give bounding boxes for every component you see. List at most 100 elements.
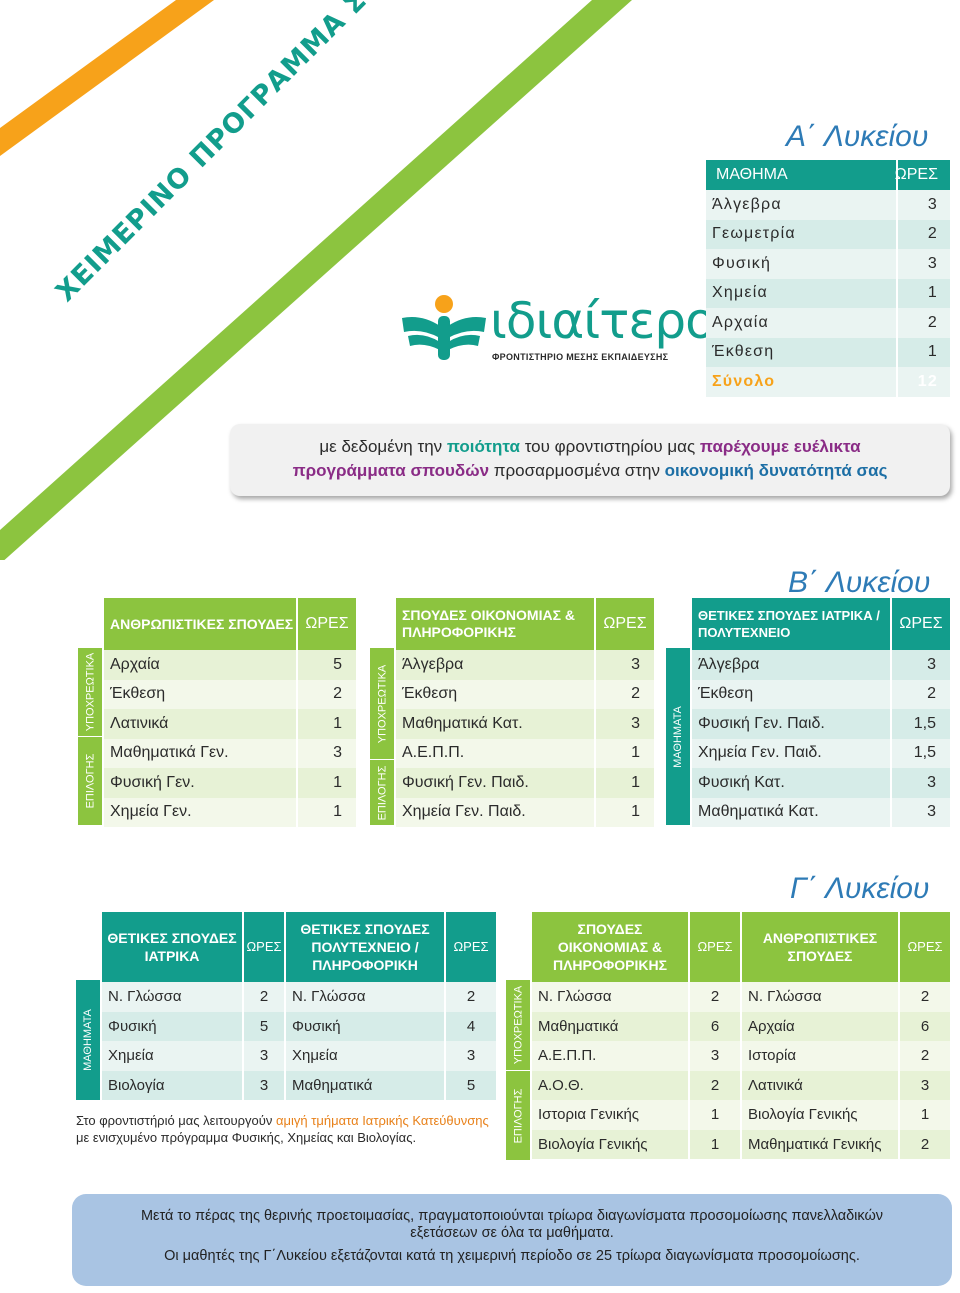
hours-cell: 2 xyxy=(296,679,356,709)
subject-cell: Βιολογία xyxy=(108,1076,165,1094)
slogan-box: με δεδομένη την ποιότητα του φροντιστηρί… xyxy=(230,424,950,496)
table-row: Χημεία Γεν. Παιδ. 1,5 xyxy=(692,738,950,768)
subject-cell: Ν. Γλώσσα xyxy=(740,982,898,1012)
elective-label: ΕΠΙΛΟΓΗΣ xyxy=(78,737,102,825)
elective-label: ΕΠΙΛΟΓΗΣ xyxy=(370,760,394,825)
subject-cell: Χημεία xyxy=(108,1047,154,1065)
polytechnic-title: ΘΕΤΙΚΕΣ ΣΠΟΥΔΕΣ ΠΟΛΥΤΕΧΝΕΙΟ / ΠΛΗΡΟΦΟΡΙΚ… xyxy=(284,912,444,982)
slogan-text: του φροντιστηρίου μας xyxy=(519,437,700,456)
hours-cell: 3 xyxy=(896,190,950,220)
hours-cell: 1 xyxy=(896,337,950,367)
hours-cell: 1,5 xyxy=(890,738,950,768)
subject-cell: Φυσική Γεν. xyxy=(110,773,195,791)
table-row: Έκθεση 2 xyxy=(396,679,654,709)
total-row: Σύνολο 12 xyxy=(706,367,950,397)
medicine-note: Στο φροντιστήριό μας λειτουργούν αμιγή τ… xyxy=(76,1112,496,1146)
slogan-quality: ποιότητα xyxy=(446,437,520,456)
table-row: Μαθηματικά Κατ. 3 xyxy=(692,797,950,827)
hours-cell: 5 xyxy=(242,1011,284,1041)
required-label: ΥΠΟΧΡΕΩΤΙΚΑ xyxy=(506,980,530,1070)
hours-cell: 1 xyxy=(296,709,356,739)
table-row: Ν. Γλώσσα 2 Ν. Γλώσσα 2 xyxy=(102,982,496,1012)
subject-cell: Έκθεση xyxy=(698,685,754,703)
subject-cell: Χημεία Γεν. Παιδ. xyxy=(402,803,526,821)
hours-cell: 4 xyxy=(444,1011,496,1041)
table-row: Φυσική Κατ. 3 xyxy=(692,768,950,798)
table-header: ΘΕΤΙΚΕΣ ΣΠΟΥΔΕΣ ΙΑΤΡΙΚΑ ΩΡΕΣ ΘΕΤΙΚΕΣ ΣΠΟ… xyxy=(102,912,496,982)
table-row: Φυσική 5 Φυσική 4 xyxy=(102,1011,496,1041)
b-lykeiou-heading: Β΄ Λυκείου xyxy=(788,566,931,599)
table-row: Χημεία 3 Χημεία 3 xyxy=(102,1041,496,1071)
hours-cell: 2 xyxy=(688,1070,740,1100)
hours-cell: 2 xyxy=(896,219,950,249)
table-row: Α.Ε.Π.Π. 1 xyxy=(396,738,654,768)
subject-cell: Άλγεβρα xyxy=(402,655,464,673)
track-title: ΘΕΤΙΚΕΣ ΣΠΟΥΔΕΣ ΙΑΤΡΙΚΑ / ΠΟΛΥΤΕΧΝΕΙΟ xyxy=(698,608,880,640)
subject-cell: Βιολογία Γενικής xyxy=(538,1135,648,1153)
brand-logo: ιδιαίτερο ΦΡΟΝΤΙΣΤΗΡΙΟ ΜΕΣΗΣ ΕΚΠΑΙΔΕΥΣΗΣ xyxy=(400,292,716,372)
hours-cell: 3 xyxy=(688,1041,740,1071)
footer-box: Μετά το πέρας της θερινής προετοιμασίας,… xyxy=(72,1194,952,1286)
table-row: Έκθεση 2 xyxy=(104,679,356,709)
hours-cell: 1 xyxy=(296,797,356,827)
table-row: Ν. Γλώσσα 2 Ν. Γλώσσα 2 xyxy=(532,982,950,1012)
required-label: ΥΠΟΧΡΕΩΤΙΚΑ xyxy=(78,648,102,736)
slogan-text: με δεδομένη την xyxy=(319,437,447,456)
logo-subtitle: ΦΡΟΝΤΙΣΤΗΡΙΟ ΜΕΣΗΣ ΕΚΠΑΙΔΕΥΣΗΣ xyxy=(492,352,669,362)
elective-label: ΕΠΙΛΟΓΗΣ xyxy=(506,1071,530,1160)
hours-header: ΩΡΕΣ xyxy=(242,912,284,982)
courses-label: ΜΑΘΗΜΑΤΑ xyxy=(666,648,690,825)
hours-cell: 2 xyxy=(688,982,740,1012)
table-row: Λατινικά 1 xyxy=(104,709,356,739)
hours-cell: 3 xyxy=(890,797,950,827)
medicine-title: ΘΕΤΙΚΕΣ ΣΠΟΥΔΕΣ ΙΑΤΡΙΚΑ xyxy=(107,930,237,964)
subject-cell: Α.Ε.Π.Π. xyxy=(538,1047,597,1065)
subject-cell: Ν. Γλώσσα xyxy=(108,988,182,1006)
hours-header: ΩΡΕΣ xyxy=(890,598,950,650)
hours-cell: 6 xyxy=(898,1011,950,1041)
decorative-stripes xyxy=(0,0,632,560)
hours-cell: 1 xyxy=(688,1100,740,1130)
b-science-table: ΘΕΤΙΚΕΣ ΣΠΟΥΔΕΣ ΙΑΤΡΙΚΑ / ΠΟΛΥΤΕΧΝΕΙΟ ΩΡ… xyxy=(692,598,950,827)
subject-cell: Έκθεση xyxy=(712,343,775,361)
table-row: Α.Ο.Θ. 2 Λατινικά 3 xyxy=(532,1070,950,1100)
subject-cell: Φυσική xyxy=(712,254,772,272)
g-lykeiou-heading: Γ΄ Λυκείου xyxy=(790,872,930,905)
subject-cell: Χημεία xyxy=(712,284,768,302)
subject-cell: Α.Ε.Π.Π. xyxy=(402,744,465,762)
table-row: Φυσική Γεν. 1 xyxy=(104,768,356,798)
hours-header: ΩΡΕΣ xyxy=(898,912,950,982)
table-row: Βιολογία Γενικής 1 Μαθηματικά Γενικής 2 xyxy=(532,1129,950,1159)
table-row: Γεωμετρία 2 xyxy=(706,219,950,249)
table-header: ΣΠΟΥΔΕΣ ΟΙΚΟΝΟΜΙΑΣ & ΠΛΗΡΟΦΟΡΙΚΗΣ ΩΡΕΣ xyxy=(396,598,654,650)
economics-title: ΣΠΟΥΔΕΣ ΟΙΚΟΝΟΜΙΑΣ & ΠΛΗΡΟΦΟΡΙΚΗΣ xyxy=(552,921,668,973)
table-row: Μαθηματικά Γεν. 3 xyxy=(104,738,356,768)
hours-cell: 1 xyxy=(594,768,654,798)
table-header: ΣΠΟΥΔΕΣ ΟΙΚΟΝΟΜΙΑΣ & ΠΛΗΡΟΦΟΡΙΚΗΣ ΩΡΕΣ Α… xyxy=(532,912,950,982)
hours-header: ΩΡΕΣ xyxy=(296,598,356,650)
hours-cell: 2 xyxy=(896,308,950,338)
subject-cell: Έκθεση xyxy=(402,685,458,703)
hours-cell: 3 xyxy=(890,768,950,798)
courses-label: ΜΑΘΗΜΑΤΑ xyxy=(76,980,100,1100)
hours-cell: 3 xyxy=(444,1041,496,1071)
subject-cell: Λατινικά xyxy=(110,714,169,732)
table-header: ΜΑΘΗΜΑ ΩΡΕΣ xyxy=(706,160,950,190)
table-row: Βιολογία 3 Μαθηματικά 5 xyxy=(102,1070,496,1100)
table-row: Χημεία 1 xyxy=(706,278,950,308)
table-row: Μαθηματικά 6 Αρχαία 6 xyxy=(532,1011,950,1041)
subject-cell: Ιστορια Γενικής xyxy=(538,1106,640,1124)
table-row: Αρχαία 5 xyxy=(104,650,356,680)
slogan-programs: προγράμματα σπουδών xyxy=(292,461,490,480)
subject-cell: Μαθηματικά xyxy=(284,1070,444,1100)
hours-cell: 2 xyxy=(898,1129,950,1159)
subject-cell: Ιστορία xyxy=(740,1041,898,1071)
hours-cell: 1 xyxy=(898,1100,950,1130)
total-label: Σύνολο xyxy=(712,373,776,390)
table-row: Άλγεβρα 3 xyxy=(396,650,654,680)
note-text: με ενισχυμένο πρόγραμμα Φυσικής, Χημείας… xyxy=(76,1130,417,1145)
hours-cell: 3 xyxy=(242,1070,284,1100)
subject-header: ΜΑΘΗΜΑ xyxy=(716,166,788,183)
g-economics-humanities-table: ΣΠΟΥΔΕΣ ΟΙΚΟΝΟΜΙΑΣ & ΠΛΗΡΟΦΟΡΙΚΗΣ ΩΡΕΣ Α… xyxy=(532,912,950,1159)
track-title: ΑΝΘΡΩΠΙΣΤΙΚΕΣ ΣΠΟΥΔΕΣ xyxy=(110,615,294,632)
